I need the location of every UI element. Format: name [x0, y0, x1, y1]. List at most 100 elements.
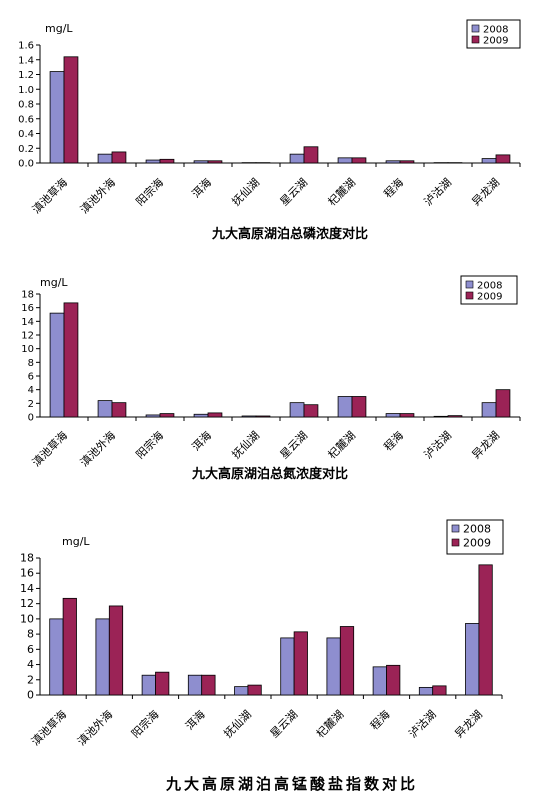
category-label: 杞麓湖 [325, 175, 358, 208]
category-label: 泸沽湖 [406, 708, 439, 741]
y-tick-label: 10 [20, 612, 34, 625]
bar-2009-2 [111, 151, 127, 164]
bar-2008-2 [97, 153, 113, 164]
y-tick-label: 6 [27, 643, 34, 656]
bar-2008-10 [481, 402, 497, 418]
category-label: 滇池草海 [28, 707, 69, 748]
legend-label-2008: 2008 [483, 25, 508, 36]
y-tick-label: 2 [27, 673, 34, 686]
y-tick-label: 1.4 [18, 55, 34, 66]
category-label: 异龙湖 [470, 429, 503, 462]
category-label: 程海 [381, 175, 406, 200]
bar-2009-3 [159, 158, 175, 164]
chart-title: 九大高原湖泊总磷浓度对比 [211, 226, 368, 242]
bar-2008-1 [49, 71, 65, 164]
chart-1: 0.0 0.2 0.4 0.6 0.8 1.0 1.2 1.4 1.6 mg/L 滇池草海 滇池外海阳… [18, 19, 521, 242]
bar-2009-8 [399, 413, 415, 418]
bar-2008-8 [385, 160, 401, 164]
y-tick-label: 0.8 [18, 100, 34, 111]
y-tick-label: 0.0 [18, 159, 34, 170]
category-label: 泸沽湖 [422, 429, 455, 462]
bar-2009-5 [255, 415, 271, 418]
legend-swatch-2008 [465, 280, 474, 289]
bar-2008-8 [372, 666, 387, 696]
category-label: 洱海 [189, 175, 214, 200]
bar-2009-8 [386, 664, 401, 696]
y-axis-unit: mg/L [62, 535, 90, 548]
y-tick-label: 16 [20, 567, 34, 580]
bar-2008-2 [95, 618, 110, 696]
bar-2008-2 [97, 400, 113, 418]
y-axis-unit: mg/L [45, 22, 73, 35]
y-tick-label: 0.6 [18, 114, 34, 125]
bar-2009-2 [111, 402, 127, 418]
bar-2009-9 [447, 415, 463, 418]
bar-2008-3 [145, 159, 161, 164]
bar-2009-6 [293, 631, 308, 696]
bar-2009-1 [63, 56, 79, 164]
category-label: 星云湖 [268, 708, 301, 741]
y-tick-label: 0 [27, 689, 34, 702]
category-label: 异龙湖 [452, 708, 485, 741]
bar-2009-5 [247, 684, 262, 696]
category-label: 滇池外海 [74, 707, 115, 748]
bar-2008-6 [289, 402, 305, 418]
y-tick-label: 14 [20, 582, 34, 595]
bar-2008-4 [193, 413, 209, 418]
bar-2008-10 [481, 158, 497, 164]
category-label: 滇池外海 [77, 175, 118, 216]
bar-2009-3 [155, 671, 170, 696]
category-label: 阳宗海 [128, 707, 161, 740]
y-tick-label: 1.6 [18, 41, 34, 52]
bar-2008-1 [49, 312, 65, 418]
bar-2008-3 [141, 674, 156, 696]
legend-label-2009: 2009 [463, 537, 491, 550]
category-label: 泸沽湖 [422, 176, 455, 209]
y-tick-label: 0 [28, 413, 34, 424]
y-tick-label: 1.2 [18, 70, 34, 81]
y-tick-label: 1.0 [18, 85, 34, 96]
bar-2009-6 [303, 146, 319, 164]
bar-2009-3 [159, 413, 175, 418]
y-tick-label: 18 [20, 552, 34, 565]
legend-box [460, 275, 518, 305]
bar-2009-10 [495, 154, 511, 164]
bar-2009-4 [201, 674, 216, 696]
bar-2008-10 [465, 623, 480, 696]
y-tick-label: 12 [20, 597, 34, 610]
category-label: 阳宗海 [133, 428, 166, 461]
bar-2008-8 [385, 413, 401, 418]
bar-2008-7 [337, 396, 353, 418]
bar-2008-5 [234, 686, 249, 696]
bar-2008-5 [241, 415, 257, 418]
category-label: 程海 [367, 707, 392, 732]
category-label: 星云湖 [278, 176, 311, 209]
bar-2009-8 [399, 160, 415, 164]
y-tick-label: 0.2 [18, 144, 34, 155]
category-label: 杞麓湖 [325, 428, 358, 461]
bar-2009-10 [478, 564, 493, 696]
category-label: 洱海 [182, 707, 207, 732]
category-label: 滇池草海 [29, 428, 70, 469]
category-label: 抚仙湖 [229, 428, 262, 461]
bar-2008-9 [433, 415, 449, 418]
category-label: 滇池草海 [29, 175, 70, 216]
category-label: 星云湖 [278, 429, 311, 462]
bar-2009-7 [351, 396, 367, 418]
bar-2009-9 [432, 685, 447, 696]
bar-2008-1 [49, 618, 64, 696]
category-label: 滇池外海 [77, 428, 118, 469]
bar-2009-1 [62, 597, 77, 696]
chart-title: 九大高原湖泊总氮浓度对比 [191, 466, 348, 482]
chart-2: 0 2 4 6 8 10 12 14 16 18 mg/L 滇池草海 滇池外海 阳宗海 洱海 抚仙湖 星云湖 杞麓… [21, 275, 521, 482]
bar-2009-7 [339, 626, 355, 696]
category-label: 杞麓湖 [313, 707, 346, 740]
y-tick-label: 8 [27, 628, 34, 641]
category-label: 程海 [381, 428, 406, 453]
bar-2008-6 [280, 637, 295, 696]
y-tick-label: 6 [28, 372, 34, 383]
